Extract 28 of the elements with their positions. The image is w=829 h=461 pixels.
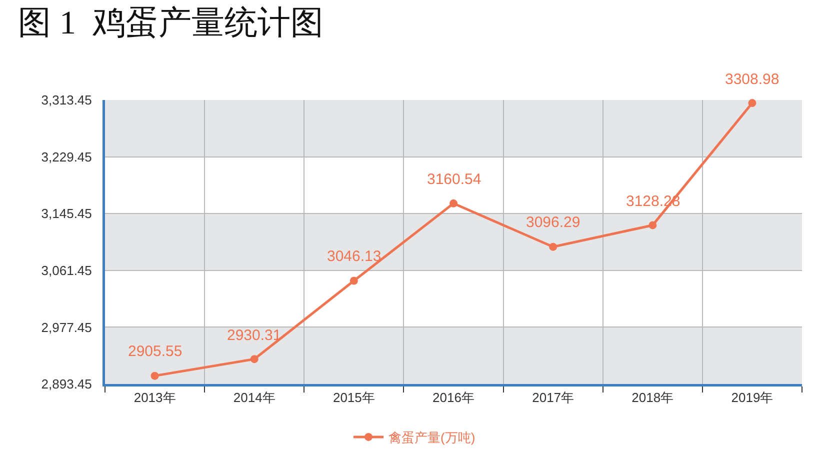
data-label: 2930.31 bbox=[227, 327, 282, 344]
point bbox=[450, 199, 458, 208]
x-tick-label: 2014年 bbox=[233, 390, 276, 406]
y-tick-label: 3,229.45 bbox=[41, 149, 92, 164]
y-tick-label: 2,893.45 bbox=[41, 376, 92, 392]
y-tick-label: 3,313.45 bbox=[41, 92, 92, 108]
data-label: 3096.29 bbox=[526, 214, 580, 231]
x-tick-label: 2017年 bbox=[532, 390, 574, 406]
data-label: 3160.54 bbox=[427, 171, 482, 188]
data-label: 3308.98 bbox=[725, 71, 780, 88]
data-label: 3046.13 bbox=[327, 248, 382, 265]
chart-title: 图 1 鸡蛋产量统计图 bbox=[18, 6, 324, 42]
y-tick-label: 2,977.45 bbox=[41, 320, 92, 335]
point bbox=[150, 372, 159, 380]
x-tick-label: 2018年 bbox=[632, 390, 674, 406]
legend-label: 禽蛋产量(万吨) bbox=[388, 430, 476, 446]
x-tick-label: 2019年 bbox=[731, 390, 774, 406]
y-tick-label: 3,145.45 bbox=[41, 206, 92, 222]
point bbox=[250, 355, 258, 364]
point bbox=[648, 221, 657, 230]
point bbox=[350, 276, 358, 285]
y-tick-label: 3,061.45 bbox=[41, 262, 92, 278]
point bbox=[549, 242, 558, 251]
x-tick-label: 2016年 bbox=[432, 390, 474, 406]
data-label: 2905.55 bbox=[128, 343, 182, 360]
point bbox=[748, 99, 756, 108]
x-tick-label: 2015年 bbox=[332, 390, 375, 406]
x-tick-label: 2013年 bbox=[134, 390, 176, 406]
